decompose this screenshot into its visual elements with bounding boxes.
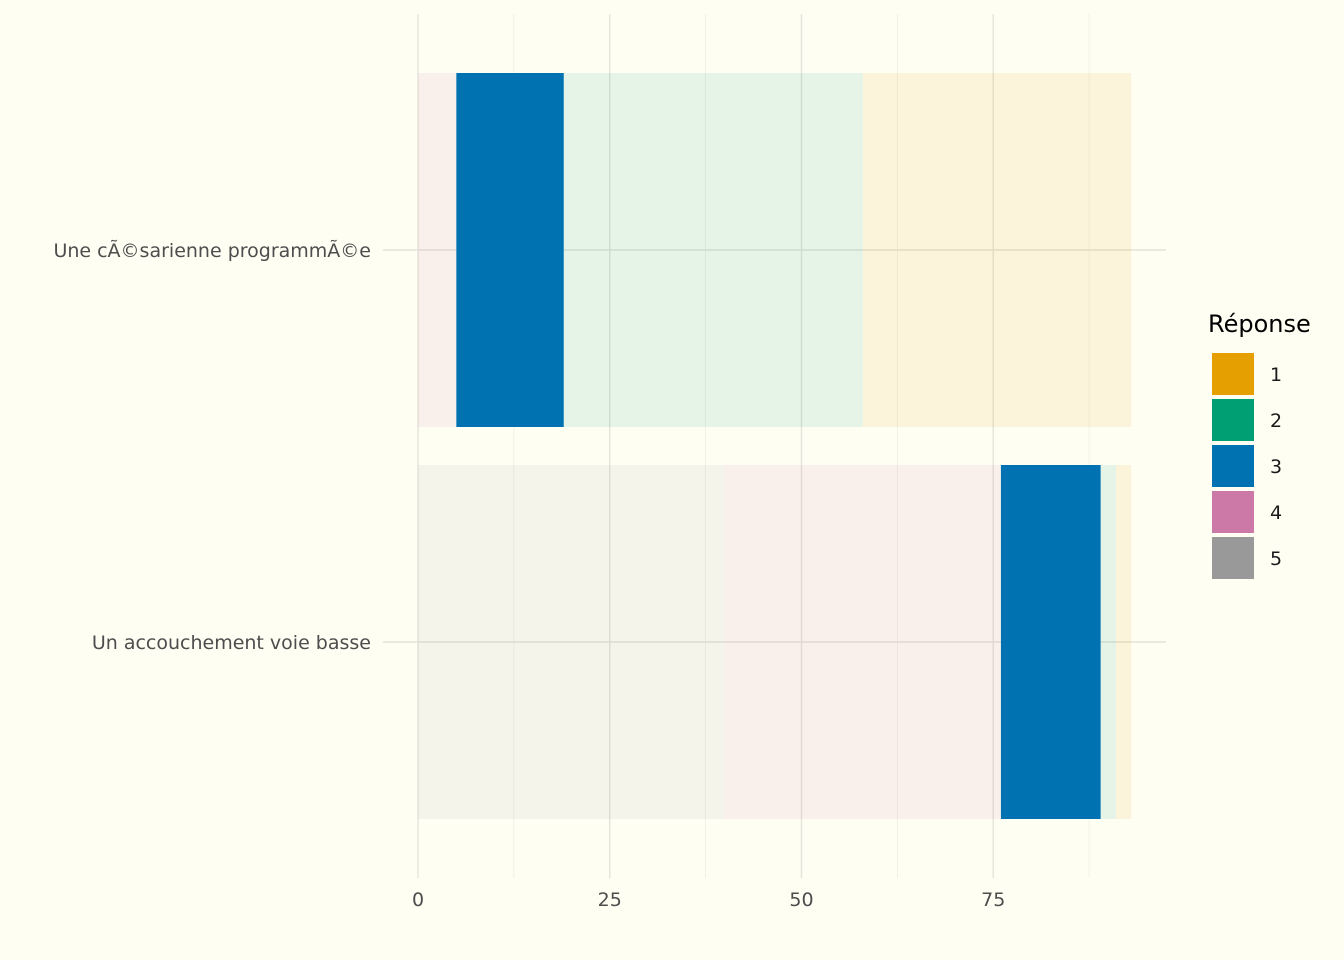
bar-segment-3 — [1000, 465, 1101, 819]
x-tick-label: 50 — [789, 889, 813, 911]
legend: Réponse 1 2 3 4 5 — [1208, 310, 1311, 579]
legend-label-4: 4 — [1270, 502, 1282, 524]
bar-segment-5 — [418, 465, 725, 819]
bar-segment-4 — [418, 73, 457, 427]
bar-segment-2 — [1100, 465, 1116, 819]
legend-title: Réponse — [1208, 310, 1311, 338]
bars — [418, 73, 1132, 819]
x-tick-label: 75 — [981, 889, 1005, 911]
bar-segment-2 — [563, 73, 863, 427]
x-tick-label: 25 — [598, 889, 622, 911]
bar-segment-3 — [456, 73, 564, 427]
bar-segment-4 — [724, 465, 1001, 819]
legend-label-5: 5 — [1270, 548, 1282, 570]
legend-label-2: 2 — [1270, 410, 1282, 432]
bar-segment-1 — [862, 73, 1132, 427]
x-axis-ticks: 0 25 50 75 — [412, 889, 1005, 911]
category-label: Un accouchement voie basse — [92, 632, 371, 654]
legend-key-1 — [1212, 353, 1254, 395]
legend-label-1: 1 — [1270, 364, 1282, 386]
category-label: Une cÃ©sarienne programmÃ©e — [53, 239, 371, 262]
legend-items: 1 2 3 4 5 — [1212, 353, 1282, 579]
bar-segment-1 — [1115, 465, 1132, 819]
legend-key-5 — [1212, 537, 1254, 579]
legend-label-3: 3 — [1270, 456, 1282, 478]
legend-key-2 — [1212, 399, 1254, 441]
legend-key-4 — [1212, 491, 1254, 533]
legend-key-3 — [1212, 445, 1254, 487]
x-tick-label: 0 — [412, 889, 424, 911]
y-axis-labels: Une cÃ©sarienne programmÃ©e Un accoucheme… — [53, 239, 371, 654]
